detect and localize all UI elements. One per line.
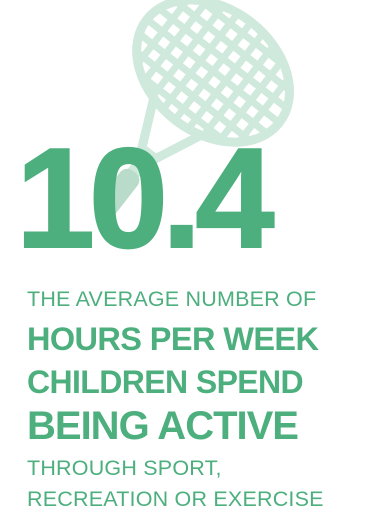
footer-line-1: THROUGH SPORT, bbox=[27, 456, 222, 480]
tennis-racket-icon bbox=[110, 0, 308, 229]
intro-text: THE AVERAGE NUMBER OF bbox=[27, 287, 317, 311]
footer-line-2: RECREATION OR EXERCISE bbox=[27, 487, 324, 511]
headline-line-1: HOURS PER WEEK bbox=[27, 321, 319, 357]
headline-line-3: BEING ACTIVE bbox=[27, 404, 299, 448]
statistic-value: 10.4 bbox=[15, 119, 275, 278]
headline-line-2: CHILDREN SPEND bbox=[27, 364, 304, 400]
